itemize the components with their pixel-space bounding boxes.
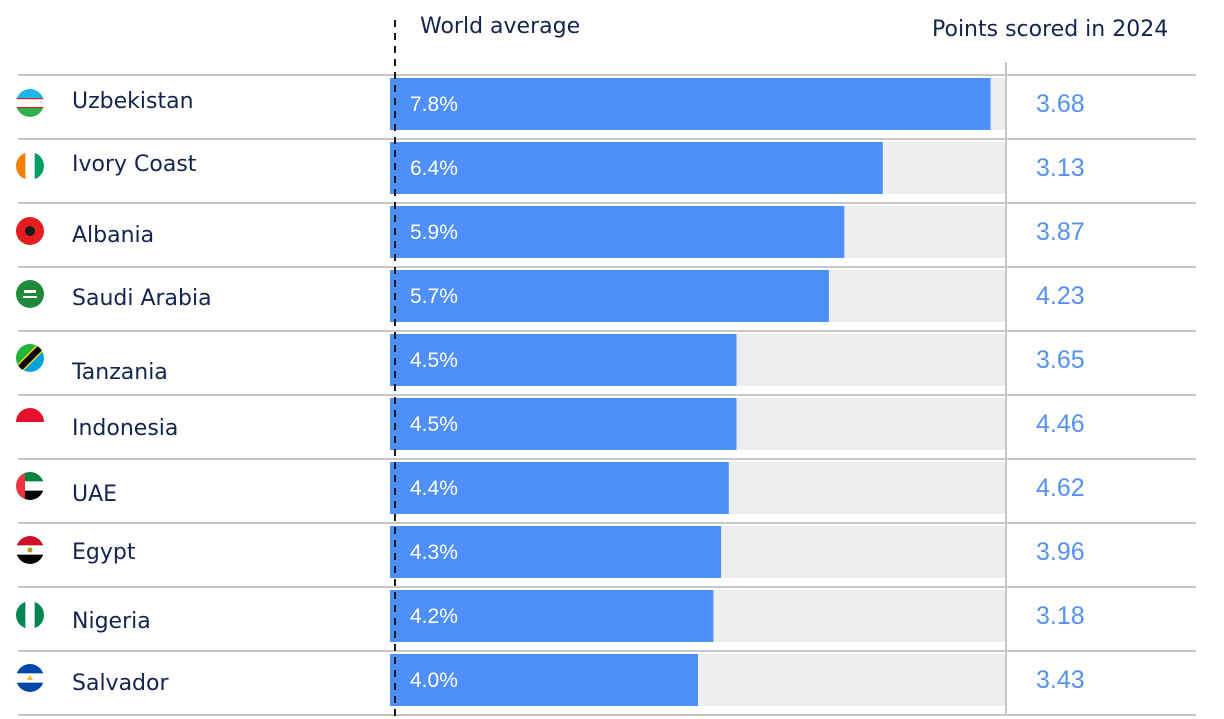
points-value: 3.18 (1036, 602, 1085, 630)
egypt-flag-icon (16, 536, 44, 564)
country-label: UAE (72, 482, 118, 507)
bar-value-label: 4.3% (410, 541, 458, 564)
world-average-header: World average (420, 14, 581, 39)
salvador-flag-icon (16, 664, 44, 692)
bar-value-label: 5.9% (410, 221, 458, 244)
points-value: 4.23 (1036, 282, 1085, 310)
points-value: 3.43 (1036, 666, 1085, 694)
uae-flag-icon (16, 472, 44, 500)
points-value: 4.62 (1036, 474, 1085, 502)
country-label: Ivory Coast (72, 152, 197, 177)
bar-saudi-arabia (390, 270, 829, 322)
country-label: Saudi Arabia (72, 286, 212, 311)
uzbekistan-flag-icon (16, 89, 44, 117)
points-header: Points scored in 2024 (932, 17, 1169, 42)
bar-tanzania (390, 334, 737, 386)
albania-flag-icon (16, 217, 44, 245)
bar-value-label: 4.0% (410, 669, 458, 692)
country-label: Nigeria (72, 609, 151, 634)
points-value: 3.13 (1036, 154, 1085, 182)
points-value: 3.68 (1036, 90, 1085, 118)
bar-ivory-coast (390, 142, 883, 194)
points-value: 3.65 (1036, 346, 1085, 374)
bar-value-label: 6.4% (410, 157, 458, 180)
bar-value-label: 4.5% (410, 349, 458, 372)
country-label: Indonesia (72, 416, 179, 441)
country-label: Salvador (72, 671, 169, 696)
bar-indonesia (390, 398, 737, 450)
country-label: Albania (72, 223, 155, 248)
points-value: 3.96 (1036, 538, 1085, 566)
points-value: 3.87 (1036, 218, 1085, 246)
bar-uzbekistan (390, 78, 991, 130)
saudi-arabia-flag-icon (16, 280, 44, 308)
tanzania-flag-icon (16, 344, 44, 372)
bar-salvador (390, 654, 698, 706)
bar-uae (390, 462, 729, 514)
country-label: Uzbekistan (72, 89, 194, 114)
country-label: Tanzania (72, 360, 168, 385)
bar-value-label: 7.8% (410, 93, 458, 116)
bar-nigeria (390, 590, 714, 642)
ivory-coast-flag-icon (16, 152, 44, 180)
points-value: 4.46 (1036, 410, 1085, 438)
country-label: Egypt (72, 540, 136, 565)
bar-albania (390, 206, 845, 258)
bar-egypt (390, 526, 722, 578)
nigeria-flag-icon (16, 601, 44, 629)
indonesia-flag-icon (16, 408, 44, 436)
bar-value-label: 4.5% (410, 413, 458, 436)
bar-value-label: 5.7% (410, 285, 458, 308)
bar-value-label: 4.2% (410, 605, 458, 628)
bar-value-label: 4.4% (410, 477, 458, 500)
